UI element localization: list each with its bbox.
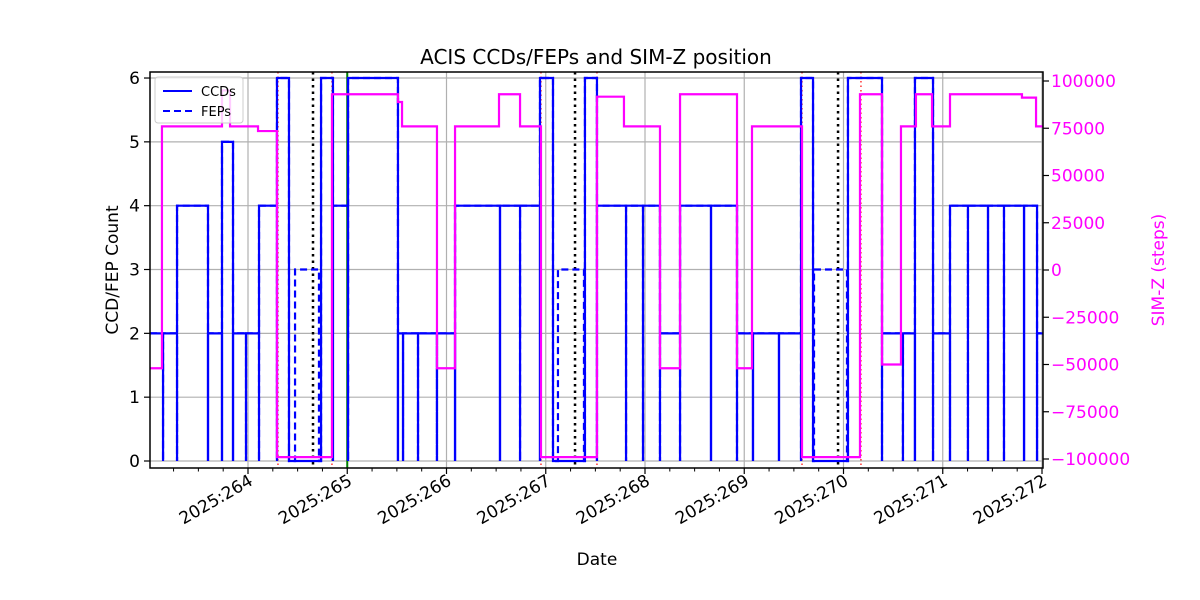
x-axis-label: Date (577, 550, 618, 570)
y-right-tick-label: −100000 (1051, 450, 1130, 470)
x-tick-label: 2025:266 (374, 471, 455, 529)
y-axis-right: 100000 75000 50000 25000 0 −25000 −50000 −75000… (1043, 72, 1130, 470)
y-tick-label: 0 (129, 452, 140, 472)
x-tick-label: 2025:268 (573, 471, 654, 529)
series-simz (150, 89, 1043, 459)
series-group (150, 76, 1043, 463)
x-tick-label: 2025:272 (970, 471, 1051, 529)
y-right-tick-label: −75000 (1051, 403, 1119, 423)
y-right-tick-label: 0 (1051, 261, 1062, 281)
y-right-tick-label: 75000 (1051, 119, 1105, 139)
y-tick-label: 4 (129, 197, 140, 217)
x-axis: 2025:264 2025:265 2025:266 2025:267 2025:268… (173, 468, 1051, 529)
chart-title: ACIS CCDs/FEPs and SIM-Z position (420, 45, 772, 69)
y-axis-left: 0 1 2 3 4 5 6 (129, 69, 150, 472)
y-right-tick-label: −25000 (1051, 308, 1119, 328)
y-axis-label: CCD/FEP Count (103, 205, 123, 335)
x-tick-label: 2025:270 (771, 471, 852, 529)
x-tick-label: 2025:264 (176, 471, 257, 529)
y-tick-label: 3 (129, 261, 140, 281)
x-tick-label: 2025:265 (275, 471, 356, 529)
legend-ccd-label: CCDs (201, 85, 236, 100)
y-right-tick-label: −50000 (1051, 356, 1119, 376)
y-tick-label: 5 (129, 133, 140, 153)
y-right-tick-label: 50000 (1051, 167, 1105, 187)
y-tick-label: 6 (129, 69, 140, 89)
y-tick-label: 1 (129, 388, 140, 408)
x-tick-label: 2025:269 (672, 471, 753, 529)
y-right-tick-label: 100000 (1051, 72, 1116, 92)
x-tick-label: 2025:267 (474, 471, 555, 529)
legend-fep-label: FEPs (201, 105, 231, 120)
x-tick-label: 2025:271 (871, 471, 952, 529)
y-tick-label: 2 (129, 324, 140, 344)
legend: CCDs FEPs (154, 76, 244, 124)
y-axis-right-label: SIM-Z (steps) (1149, 214, 1169, 327)
y-right-tick-label: 25000 (1051, 214, 1105, 234)
